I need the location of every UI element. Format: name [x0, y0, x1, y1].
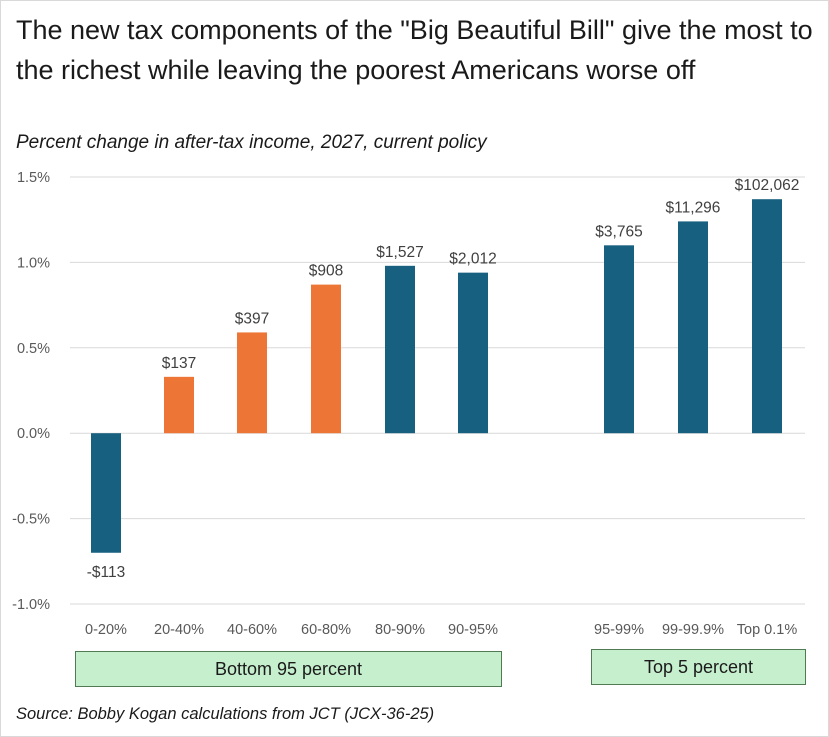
y-tick-label: 1.0% — [17, 255, 50, 271]
chart-subtitle: Percent change in after-tax income, 2027… — [16, 132, 487, 153]
bar-0-20- — [91, 433, 121, 553]
bar-40-60- — [237, 332, 267, 434]
bar-80-90- — [385, 265, 415, 434]
y-tick-label: -1.0% — [12, 597, 50, 613]
x-axis-ticks: 0-20% 20-40% 40-60% 60-80% 80-90% 90-95% 95-99… — [85, 622, 797, 638]
y-tick-label: 0.5% — [17, 341, 50, 357]
bar-99-99-9- — [678, 221, 708, 434]
bar-95-99- — [604, 245, 634, 434]
x-tick-label: 20-40% — [154, 622, 204, 638]
y-tick-label: -0.5% — [12, 512, 50, 528]
x-tick-label: Top 0.1% — [737, 622, 798, 638]
bar-top-0-1- — [752, 199, 782, 434]
bar-90-95- — [458, 272, 488, 434]
y-tick-label: 1.5% — [17, 170, 50, 186]
data-label: $3,765 — [595, 223, 642, 240]
bars — [91, 199, 782, 553]
x-tick-label: 60-80% — [301, 622, 351, 638]
group-label-bottom-95: Bottom 95 percent — [75, 651, 502, 687]
data-label: $102,062 — [735, 177, 800, 194]
data-label: $397 — [235, 310, 269, 327]
x-tick-label: 90-95% — [448, 622, 498, 638]
y-axis-ticks: 1.5% 1.0% 0.5% 0.0% -0.5% -1.0% — [12, 170, 50, 613]
data-label: $137 — [162, 355, 196, 372]
x-tick-label: 95-99% — [594, 622, 644, 638]
x-tick-label: 40-60% — [227, 622, 277, 638]
data-label: $1,527 — [376, 244, 423, 261]
source-note: Source: Bobby Kogan calculations from JC… — [16, 705, 435, 723]
data-label: $908 — [309, 263, 343, 280]
data-label: $2,012 — [449, 251, 496, 268]
x-tick-label: 0-20% — [85, 622, 127, 638]
bar-60-80- — [311, 284, 341, 434]
x-tick-label: 80-90% — [375, 622, 425, 638]
data-labels: -$113 $137 $397 $908 $1,527 $2,012 $3,765 $11,2… — [87, 177, 800, 581]
x-tick-label: 99-99.9% — [662, 622, 724, 638]
chart-title: The new tax components of the "Big Beaut… — [16, 15, 813, 85]
data-label: -$113 — [87, 564, 126, 581]
group-label-top-5: Top 5 percent — [591, 649, 806, 685]
y-tick-label: 0.0% — [17, 426, 50, 442]
bar-20-40- — [164, 376, 194, 434]
data-label: $11,296 — [666, 199, 721, 216]
